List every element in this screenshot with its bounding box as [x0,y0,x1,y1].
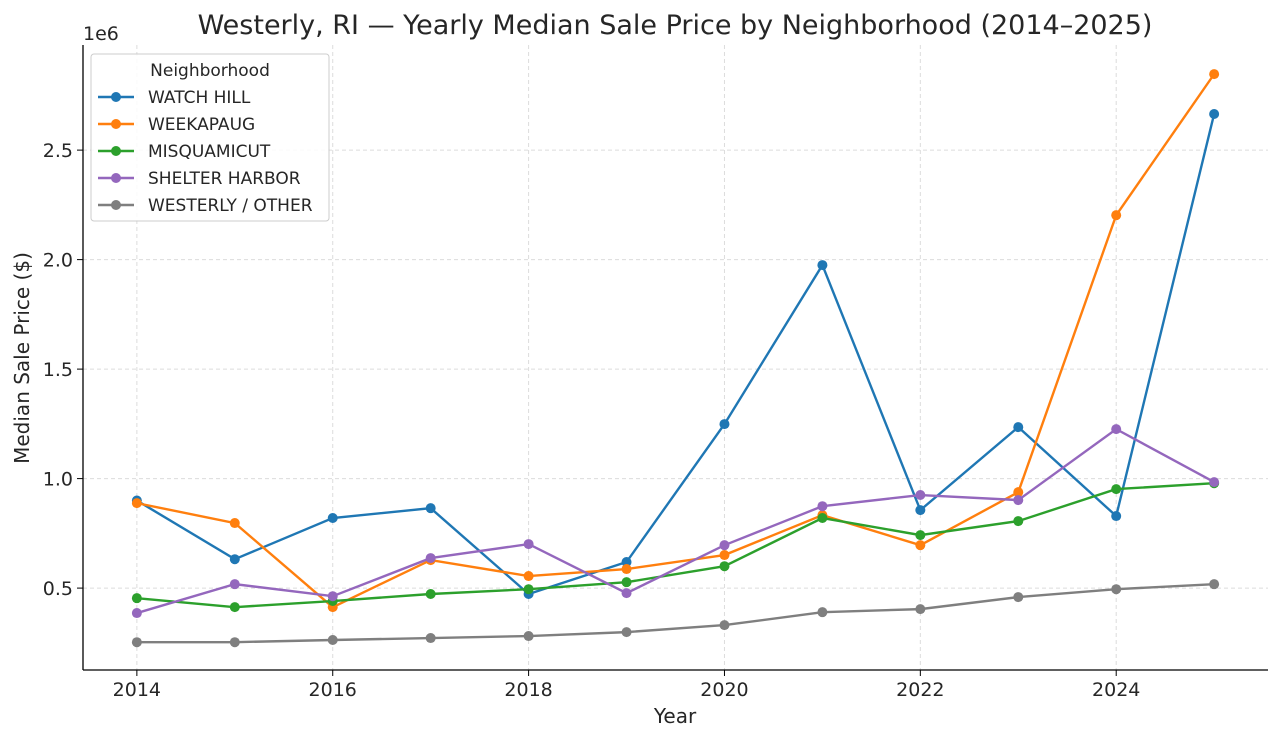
legend-marker [111,92,121,102]
ticks: 2014 2016 2018 2020 2022 2024 0.5 1.0 1.5 2.0 2.5 [43,140,1141,701]
data-point [1209,69,1220,80]
data-point [1209,579,1220,590]
data-point [621,557,632,568]
data-point [915,604,926,615]
legend-label: WEEKAPAUG [148,115,255,135]
legend-label: MISQUAMICUT [148,142,271,162]
x-tick-label: 2020 [700,679,748,701]
data-point [425,633,436,644]
data-point [1209,108,1220,119]
data-point [915,530,926,541]
y-axis-label: Median Sale Price ($) [10,252,34,464]
data-point [327,634,338,645]
chart-title: Westerly, RI — Yearly Median Sale Price … [198,10,1153,41]
data-point [131,608,142,619]
data-point [425,589,436,600]
data-point [817,513,828,524]
data-point [915,505,926,516]
legend-marker [111,173,121,183]
data-point [327,513,338,524]
legend-label: WESTERLY / OTHER [148,196,313,216]
data-point [523,539,534,550]
x-axis-label: Year [653,704,697,728]
data-point [229,602,240,613]
series-line [136,113,1216,596]
y-tick-label: 2.0 [43,250,73,272]
legend-entry-weekapaug: WEEKAPAUG [98,115,255,135]
data-point [719,561,730,572]
data-point [719,550,730,561]
data-point [1013,495,1024,506]
series-misquamicut [131,478,1220,613]
data-point [817,501,828,512]
legend-entry-westerly-other: WESTERLY / OTHER [98,196,313,216]
legend-title: Neighborhood [150,61,270,81]
y-tick-label: 2.5 [43,140,73,162]
data-point [1111,210,1122,221]
data-point [425,553,436,564]
x-tick-label: 2018 [504,679,552,701]
data-point [1111,511,1122,522]
x-tick-label: 2024 [1092,679,1140,701]
y-tick-label: 1.5 [43,359,73,381]
data-point [131,593,142,604]
axes [82,45,1268,671]
data-point [229,554,240,565]
series-line [136,482,1215,609]
data-point [131,637,142,648]
data-point [719,620,730,631]
x-tick-label: 2022 [896,679,944,701]
legend-entry-shelter-harbor: SHELTER HARBOR [98,169,301,189]
data-point [523,631,534,642]
data-point [817,260,828,271]
data-point [1013,516,1024,527]
data-point [1013,422,1024,433]
legend: Neighborhood WATCH HILL WEEKAPAUG MISQUAMI… [90,53,330,222]
legend-marker [111,146,121,156]
data-point [817,607,828,618]
y-offset-label: 1e6 [83,23,119,45]
series-line [136,582,1215,644]
series-line [136,427,1215,615]
data-point [1013,592,1024,603]
data-point [915,490,926,501]
legend-box [90,53,330,222]
data-point [1209,477,1220,488]
data-point [1111,484,1122,495]
x-tick-label: 2016 [309,679,357,701]
data-point [229,637,240,648]
legend-marker [111,119,121,129]
legend-label: WATCH HILL [148,88,251,108]
y-tick-label: 0.5 [43,578,73,600]
series-shelter-harbor [131,424,1220,619]
legend-entry-misquamicut: MISQUAMICUT [98,142,271,162]
data-point [1013,487,1024,498]
data-point [621,564,632,575]
data-point [719,419,730,430]
data-point [621,577,632,588]
data-point [425,503,436,514]
data-point [621,627,632,638]
data-point [621,588,632,599]
data-point [327,591,338,602]
data-point [719,540,730,551]
legend-entry-watch-hill: WATCH HILL [98,88,251,108]
x-tick-label: 2014 [113,679,161,701]
data-point [523,584,534,595]
data-point [523,571,534,582]
data-point [1111,424,1122,435]
data-point [229,518,240,529]
data-point [915,540,926,551]
series-westerly-other [131,579,1220,648]
data-point [229,579,240,590]
legend-marker [111,200,121,210]
y-tick-label: 1.0 [43,469,73,491]
legend-label: SHELTER HARBOR [148,169,301,189]
series-lines [131,69,1220,648]
data-point [131,498,142,509]
data-point [1111,584,1122,595]
